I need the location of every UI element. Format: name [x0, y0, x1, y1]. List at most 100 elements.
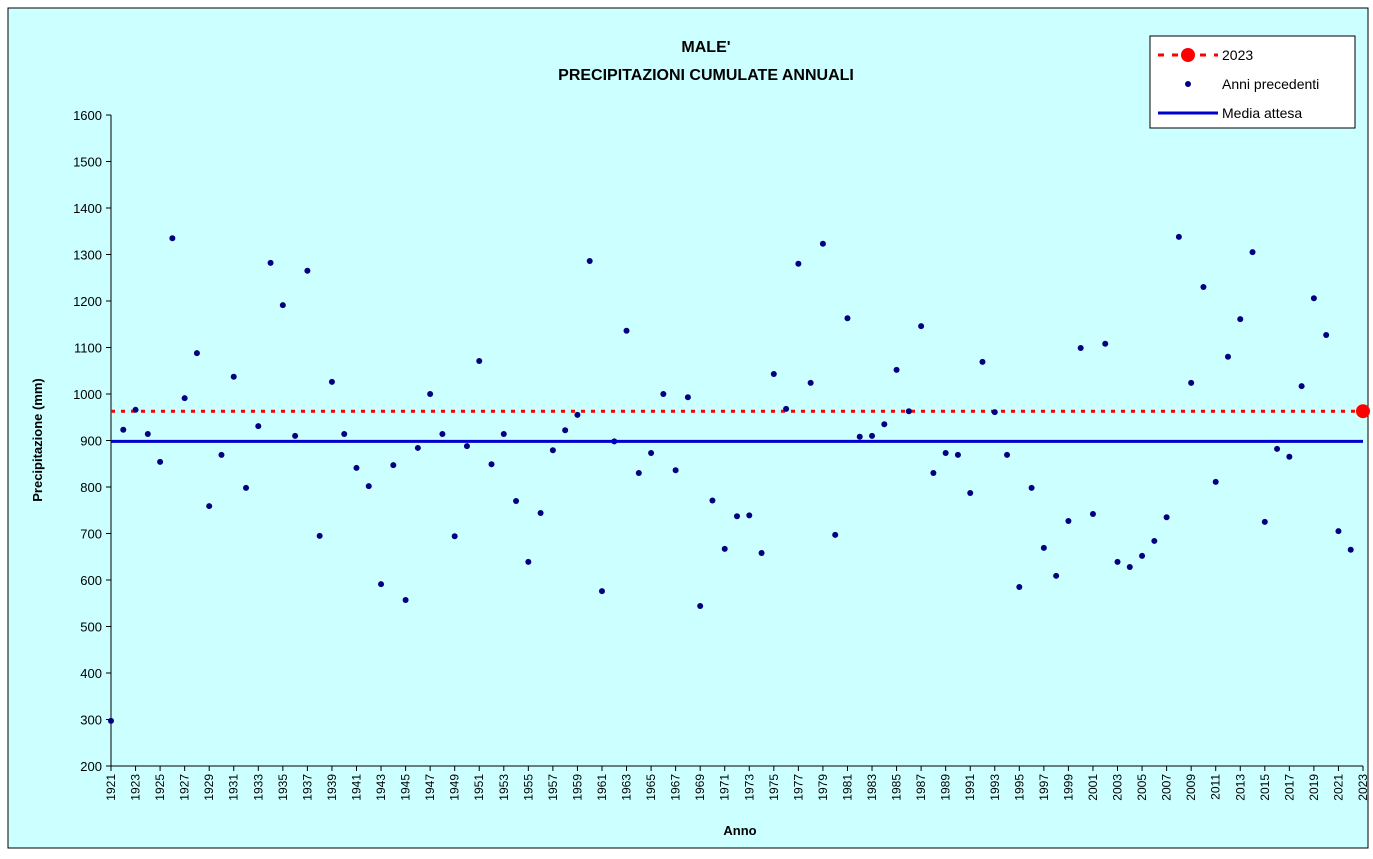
data-point [451, 533, 458, 540]
y-tick-label: 300 [80, 713, 102, 728]
data-point [1224, 353, 1231, 360]
y-tick-label: 1400 [73, 201, 102, 216]
data-point [218, 451, 225, 458]
data-point [267, 259, 274, 266]
data-point [365, 483, 372, 490]
x-tick-label: 1947 [423, 774, 437, 801]
data-point [132, 406, 139, 413]
data-point [316, 532, 323, 539]
y-tick-label: 500 [80, 620, 102, 635]
x-tick-label: 1931 [227, 774, 241, 801]
data-point [120, 426, 127, 433]
x-tick-label: 2013 [1233, 774, 1247, 801]
data-point [193, 350, 200, 357]
legend-label: Anni precedenti [1222, 76, 1319, 92]
x-tick-label: 1935 [276, 774, 290, 801]
data-point [255, 423, 262, 430]
x-tick-label: 1987 [914, 774, 928, 801]
data-point [721, 545, 728, 552]
data-point [807, 379, 814, 386]
x-tick-label: 1985 [890, 774, 904, 801]
data-point [734, 513, 740, 520]
data-point [1200, 284, 1207, 291]
data-point [353, 464, 360, 471]
data-point [856, 433, 863, 440]
data-point [1139, 552, 1146, 559]
data-point [108, 717, 114, 724]
data-point [1114, 558, 1121, 565]
data-point [1298, 383, 1305, 390]
y-tick-label: 700 [80, 527, 102, 542]
data-point [598, 588, 605, 595]
data-point [697, 603, 704, 610]
data-point [1163, 514, 1170, 521]
data-point [1249, 249, 1256, 256]
data-point [562, 427, 569, 434]
x-tick-label: 2005 [1135, 774, 1149, 801]
y-tick-label: 200 [80, 759, 102, 774]
data-point [819, 240, 826, 247]
x-tick-label: 1969 [693, 774, 707, 801]
x-tick-label: 1999 [1061, 774, 1075, 801]
data-point [279, 302, 286, 309]
x-tick-label: 2001 [1086, 774, 1100, 801]
data-point [1310, 295, 1317, 302]
x-tick-label: 1965 [644, 774, 658, 801]
data-point [157, 458, 164, 465]
y-tick-label: 800 [80, 480, 102, 495]
data-point [1065, 517, 1072, 524]
data-point [1323, 331, 1330, 338]
y-tick-label: 900 [80, 434, 102, 449]
x-tick-label: 1989 [939, 774, 953, 801]
data-point [844, 315, 851, 322]
data-point [304, 267, 311, 274]
data-point [144, 430, 151, 437]
x-tick-label: 1921 [104, 774, 118, 801]
x-tick-label: 1961 [595, 774, 609, 801]
data-point [341, 430, 348, 437]
data-point [709, 497, 716, 504]
x-tick-label: 1941 [349, 774, 363, 801]
x-tick-label: 1975 [767, 774, 781, 801]
legend-label: 2023 [1222, 47, 1253, 63]
y-tick-label: 1100 [74, 341, 102, 356]
data-point [525, 558, 532, 565]
y-tick-label: 1500 [73, 155, 102, 170]
data-point [328, 378, 335, 385]
x-tick-label: 1983 [865, 774, 879, 801]
data-point [476, 357, 483, 364]
x-tick-label: 1971 [718, 774, 732, 801]
data-point [1212, 478, 1219, 485]
x-tick-label: 1951 [472, 774, 486, 801]
data-point [770, 371, 777, 378]
data-point [292, 432, 299, 439]
x-tick-label: 2003 [1111, 774, 1125, 801]
data-point [1347, 546, 1354, 553]
data-point [1016, 583, 1023, 590]
x-tick-label: 1959 [570, 774, 584, 801]
data-point [549, 447, 556, 454]
data-point [783, 405, 790, 412]
data-point [1188, 379, 1195, 386]
data-point [930, 470, 937, 477]
data-point [586, 258, 593, 265]
data-point [918, 323, 925, 330]
x-tick-label: 1955 [521, 774, 535, 801]
x-tick-label: 1993 [988, 774, 1002, 801]
data-point [869, 432, 876, 439]
data-point [1261, 518, 1268, 525]
data-point [954, 451, 961, 458]
x-tick-label: 1949 [448, 774, 462, 801]
data-point [1237, 316, 1244, 323]
data-point [500, 430, 507, 437]
data-point [979, 358, 986, 365]
x-axis-label: Anno [723, 823, 756, 838]
x-tick-label: 2009 [1184, 774, 1198, 801]
x-tick-label: 1929 [202, 774, 216, 801]
data-point [684, 394, 691, 401]
x-tick-label: 1937 [300, 774, 314, 801]
data-point [881, 421, 888, 428]
data-point [378, 581, 385, 588]
data-point [1053, 572, 1060, 579]
